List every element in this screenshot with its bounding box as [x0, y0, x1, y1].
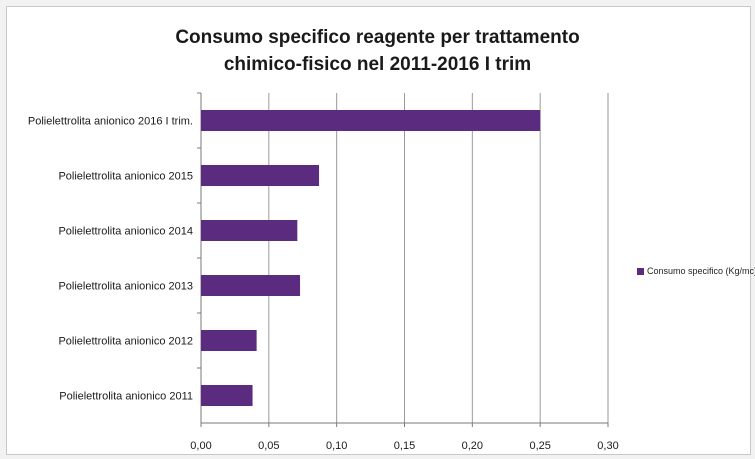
- chart-title: Consumo specifico reagente per trattamen…: [0, 24, 755, 78]
- x-tick-label: 0,10: [326, 440, 347, 452]
- bar: [201, 165, 320, 186]
- x-tick-label: 0,20: [462, 440, 483, 452]
- x-tick-label: 0,15: [394, 440, 415, 452]
- chart-title-line-1: Consumo specifico reagente per trattamen…: [175, 27, 580, 48]
- x-tick-label: 0,25: [529, 440, 550, 452]
- category-label: Polielettrolita anionico 2011: [59, 391, 193, 403]
- bar: [201, 275, 301, 296]
- category-label: Polielettrolita anionico 2013: [58, 281, 193, 293]
- category-label: Polielettrolita anionico 2016 I trim.: [28, 116, 193, 128]
- category-label: Polielettrolita anionico 2014: [58, 226, 193, 238]
- legend-label: Consumo specifico (Kg/mc): [647, 266, 755, 276]
- chart-title-line-2: chimico-fisico nel 2011-2016 I trim: [223, 54, 532, 75]
- bar: [201, 110, 541, 131]
- legend-swatch: [637, 267, 644, 275]
- bar: [201, 330, 257, 351]
- x-tick-label: 0,05: [258, 440, 279, 452]
- x-tick-label: 0,30: [597, 440, 618, 452]
- category-label: Polielettrolita anionico 2015: [58, 171, 193, 183]
- legend: Consumo specifico (Kg/mc): [637, 266, 755, 276]
- x-tick-label: 0,00: [190, 440, 211, 452]
- bar: [201, 385, 253, 406]
- chart-frame: [6, 6, 751, 455]
- category-label: Polielettrolita anionico 2012: [58, 336, 193, 348]
- bar: [201, 220, 298, 241]
